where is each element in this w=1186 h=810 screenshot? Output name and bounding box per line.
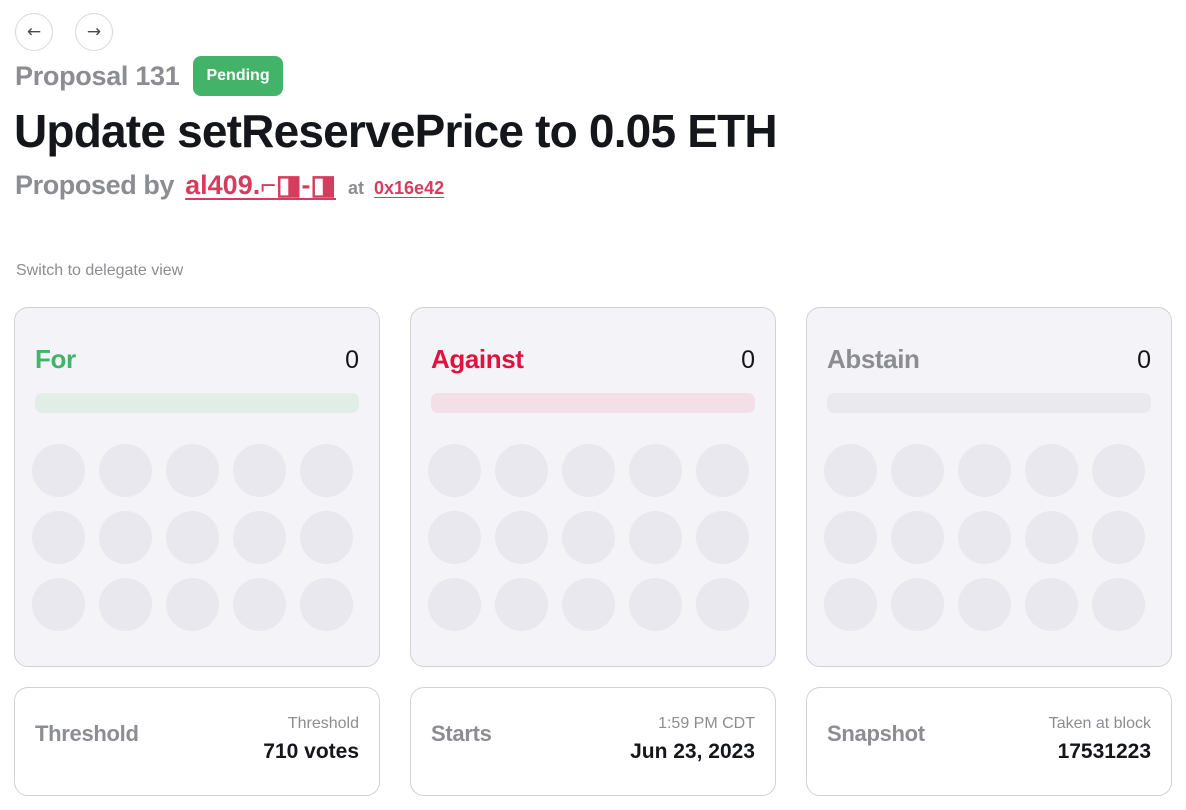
threshold-card: Threshold Threshold 710 votes [14,687,380,796]
voter-avatar-placeholder [562,578,615,631]
arrow-left-icon: ← [26,22,42,42]
back-button[interactable]: ← [15,13,53,51]
forward-button[interactable]: → [75,13,113,51]
transaction-link[interactable]: 0x16e42 [374,178,445,198]
voter-avatar-placeholder [1092,511,1145,564]
voter-avatar-placeholder [958,444,1011,497]
voter-avatar-placeholder [300,578,353,631]
voter-avatar-placeholder [1025,578,1078,631]
voter-avatar-placeholder [696,444,749,497]
voter-avatar-placeholder [428,578,481,631]
voter-avatar-placeholder [495,511,548,564]
voter-avatar-placeholder [99,444,152,497]
voter-avatar-placeholder [562,444,615,497]
votes-against-card: Against 0 [410,307,776,667]
proposal-number: Proposal 131 [15,60,180,91]
voter-avatar-placeholder [958,511,1011,564]
voter-avatar-placeholder [32,511,85,564]
proposer-link[interactable]: al409.⌐◨-◨ [185,170,336,200]
abstain-count: 0 [1137,346,1151,374]
voter-avatar-placeholder [99,511,152,564]
voter-avatar-placeholder [1092,444,1145,497]
voter-avatar-placeholder [233,578,286,631]
voter-avatar-placeholder [629,444,682,497]
voter-avatar-placeholder [1025,444,1078,497]
starts-label: Starts [431,721,492,746]
status-badge: Pending [193,56,283,96]
starts-date: Jun 23, 2023 [630,740,755,763]
voter-avatar-placeholder [166,578,219,631]
voter-avatar-placeholder [958,578,1011,631]
voter-avatar-placeholder [824,444,877,497]
starts-card: Starts 1:59 PM CDT Jun 23, 2023 [410,687,776,796]
voter-avatar-placeholder [300,511,353,564]
for-count: 0 [345,346,359,374]
abstain-label: Abstain [827,344,920,374]
votes-abstain-card: Abstain 0 [806,307,1172,667]
voter-avatar-placeholder [99,578,152,631]
against-count: 0 [741,346,755,374]
abstain-progress-bar [827,393,1151,413]
voter-avatar-placeholder [891,511,944,564]
voter-avatar-placeholder [629,578,682,631]
switch-delegate-view-link[interactable]: Switch to delegate view [16,262,184,279]
starts-time: 1:59 PM CDT [658,715,755,732]
against-progress-bar [431,393,755,413]
snapshot-sublabel: Taken at block [1048,715,1151,732]
votes-for-card: For 0 [14,307,380,667]
against-voter-avatars [428,444,750,631]
proposal-header: Proposal 131 Pending [15,56,283,96]
voter-avatar-placeholder [233,511,286,564]
voter-avatar-placeholder [1092,578,1145,631]
for-progress-bar [35,393,359,413]
voter-avatar-placeholder [824,578,877,631]
for-label: For [35,344,76,374]
threshold-value: 710 votes [263,740,359,763]
threshold-sublabel: Threshold [287,715,359,732]
voter-avatar-placeholder [32,444,85,497]
threshold-label: Threshold [35,721,139,746]
abstain-voter-avatars [824,444,1146,631]
snapshot-label: Snapshot [827,721,925,746]
voter-avatar-placeholder [300,444,353,497]
voter-avatar-placeholder [824,511,877,564]
against-label: Against [431,344,524,374]
voter-avatar-placeholder [428,444,481,497]
voter-avatar-placeholder [233,444,286,497]
snapshot-card: Snapshot Taken at block 17531223 [806,687,1172,796]
voter-avatar-placeholder [629,511,682,564]
voter-avatar-placeholder [428,511,481,564]
voter-avatar-placeholder [495,444,548,497]
page-title: Update setReservePrice to 0.05 ETH [14,105,778,157]
voter-avatar-placeholder [1025,511,1078,564]
arrow-right-icon: → [86,22,102,42]
proposer-line: Proposed by al409.⌐◨-◨ at 0x16e42 [15,170,444,201]
at-label: at [348,178,365,198]
voter-avatar-placeholder [166,444,219,497]
voter-avatar-placeholder [696,578,749,631]
for-voter-avatars [32,444,354,631]
voter-avatar-placeholder [562,511,615,564]
snapshot-block: 17531223 [1057,740,1151,763]
proposed-by-label: Proposed by [15,170,175,200]
voter-avatar-placeholder [32,578,85,631]
voter-avatar-placeholder [166,511,219,564]
voter-avatar-placeholder [891,578,944,631]
voter-avatar-placeholder [495,578,548,631]
voter-avatar-placeholder [891,444,944,497]
voter-avatar-placeholder [696,511,749,564]
